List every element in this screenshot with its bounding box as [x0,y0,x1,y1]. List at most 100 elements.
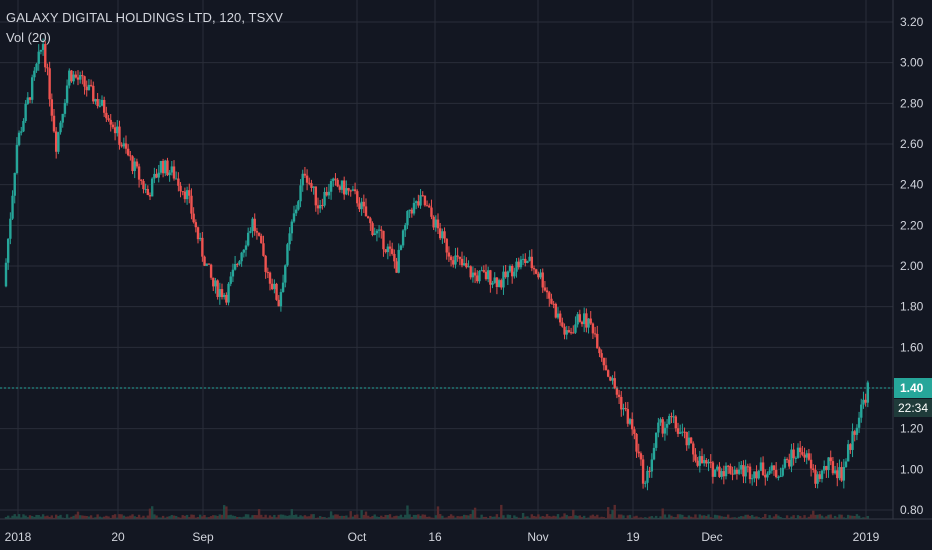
candle-body[interactable] [441,231,444,239]
candle-body[interactable] [528,256,531,261]
candle-body[interactable] [336,179,339,187]
candle-body[interactable] [452,260,455,265]
candle-body[interactable] [177,178,180,186]
candle-body[interactable] [801,452,804,455]
candle-body[interactable] [726,465,730,467]
candle-body[interactable] [600,353,603,358]
candle-body[interactable] [15,144,19,173]
candle-body[interactable] [574,324,577,333]
candle-body[interactable] [510,265,514,277]
candle-body[interactable] [351,189,355,191]
candle-body[interactable] [668,416,671,424]
candle-body[interactable] [497,280,501,288]
candle-body[interactable] [102,99,106,113]
candle-body[interactable] [358,203,361,210]
candle-body[interactable] [827,457,830,471]
candle-body[interactable] [266,271,270,273]
candle-body[interactable] [604,365,608,371]
candle-body[interactable] [458,256,462,259]
candle-body[interactable] [63,102,67,114]
candle-body[interactable] [454,255,457,265]
candle-body[interactable] [473,272,477,276]
candle-body[interactable] [397,249,400,273]
candle-body[interactable] [33,70,36,78]
candle-body[interactable] [6,238,10,263]
candle-body[interactable] [532,268,536,270]
candle-body[interactable] [421,195,424,197]
candle-body[interactable] [705,460,708,464]
candle-body[interactable] [864,399,867,403]
candle-body[interactable] [853,431,856,435]
candle-body[interactable] [740,465,743,470]
candle-body[interactable] [240,252,243,262]
candle-body[interactable] [74,74,78,78]
candle-body[interactable] [558,313,562,323]
candle-body[interactable] [338,186,342,190]
candle-body[interactable] [554,303,558,318]
candle-body[interactable] [406,211,409,226]
candle-body[interactable] [633,429,636,434]
candle-body[interactable] [777,477,780,479]
candle-body[interactable] [742,465,745,477]
candle-body[interactable] [251,218,254,232]
candle-body[interactable] [687,437,691,446]
candle-body[interactable] [279,292,283,307]
candle-body[interactable] [225,294,228,303]
candle-body[interactable] [622,408,625,410]
candle-body[interactable] [384,249,387,253]
candle-body[interactable] [98,105,102,107]
candle-body[interactable] [543,287,547,291]
candle-body[interactable] [414,201,418,203]
candle-body[interactable] [790,449,793,467]
candle-body[interactable] [644,482,647,484]
candle-body[interactable] [713,469,717,477]
candle-body[interactable] [388,246,392,249]
candle-body[interactable] [41,44,45,50]
candle-body[interactable] [654,432,658,448]
candle-body[interactable] [168,172,171,176]
candle-body[interactable] [438,228,442,239]
candle-body[interactable] [628,419,632,424]
candle-body[interactable] [118,126,121,145]
candle-body[interactable] [28,97,32,100]
candle-body[interactable] [615,387,619,395]
candle-body[interactable] [846,444,850,462]
candle-body[interactable] [829,457,832,462]
candle-body[interactable] [689,437,693,444]
candle-body[interactable] [227,283,230,303]
candle-body[interactable] [774,470,778,478]
candle-body[interactable] [449,256,453,261]
candle-body[interactable] [460,258,464,266]
candle-body[interactable] [663,427,667,434]
candle-body[interactable] [486,270,490,280]
candle-body[interactable] [445,238,448,253]
candle-body[interactable] [218,289,222,297]
candle-body[interactable] [593,333,597,335]
candle-body[interactable] [657,422,660,433]
candle-body[interactable] [242,249,246,253]
candle-body[interactable] [545,290,549,293]
candle-body[interactable] [491,282,494,285]
candle-body[interactable] [650,459,654,472]
candle-body[interactable] [770,465,774,471]
candle-body[interactable] [22,120,25,132]
candle-body[interactable] [290,221,294,234]
candle-body[interactable] [805,453,808,458]
candle-body[interactable] [480,270,483,272]
candle-body[interactable] [676,428,680,434]
candle-body[interactable] [759,462,763,471]
candle-body[interactable] [524,258,527,263]
candle-body[interactable] [87,84,91,91]
candle-body[interactable] [111,124,115,128]
candle-body[interactable] [432,216,435,228]
candle-body[interactable] [530,256,534,269]
candle-body[interactable] [831,461,835,474]
candle-body[interactable] [471,272,475,278]
candle-body[interactable] [188,190,191,196]
candle-body[interactable] [572,332,575,334]
candle-body[interactable] [443,231,446,239]
candle-body[interactable] [783,459,787,468]
candle-body[interactable] [380,229,383,231]
candle-body[interactable] [281,282,285,293]
candle-body[interactable] [746,466,750,468]
